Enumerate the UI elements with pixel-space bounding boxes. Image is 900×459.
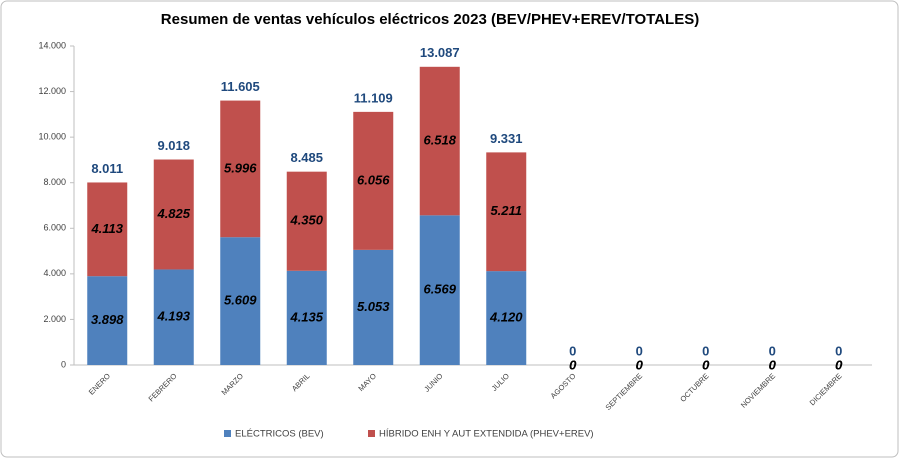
legend-swatch (368, 430, 375, 437)
segment-label: 0 (835, 357, 843, 372)
total-label: 9.018 (157, 138, 190, 153)
total-label: 11.605 (221, 79, 260, 94)
bar-segment (87, 276, 128, 365)
bar-segment (419, 66, 460, 216)
segment-label: 0 (569, 357, 577, 372)
legend-label: ELÉCTRICOS (BEV) (235, 429, 324, 440)
total-label: 0 (569, 343, 576, 358)
total-label: 13.087 (420, 45, 460, 60)
segment-label: 4.135 (289, 309, 323, 324)
total-label: 0 (769, 343, 776, 358)
segment-label: 6.518 (423, 132, 456, 147)
segment-label: 6.056 (357, 172, 390, 187)
total-label: 0 (835, 343, 842, 358)
bar-segment (353, 249, 394, 365)
segment-label: 5.996 (224, 160, 257, 175)
total-label: 11.109 (354, 90, 393, 105)
segment-label: 0 (636, 357, 644, 372)
total-label: 9.331 (490, 131, 523, 146)
total-label: 8.485 (290, 150, 323, 165)
segment-label: 4.120 (489, 309, 523, 324)
segment-label: 5.053 (357, 299, 390, 314)
bar-segment (486, 152, 527, 272)
segment-label: 0 (702, 357, 710, 372)
bar-segment (353, 111, 394, 250)
y-tick-label: 2.000 (43, 314, 66, 324)
y-tick-label: 6.000 (43, 223, 66, 233)
segment-label: 4.825 (156, 206, 190, 221)
y-tick-label: 12.000 (38, 86, 66, 96)
total-label: 0 (702, 343, 709, 358)
bar-segment (153, 159, 194, 270)
segment-label: 4.193 (156, 309, 190, 324)
y-tick-label: 8.000 (43, 177, 66, 187)
segment-label: 0 (835, 357, 843, 372)
legend-label: HÍBRIDO ENH Y AUT EXTENDIDA (PHEV+EREV) (379, 429, 594, 440)
total-label: 8.011 (91, 161, 123, 176)
bar-segment (153, 269, 194, 365)
bar-segment (87, 182, 128, 277)
total-label: 0 (636, 343, 643, 358)
chart-title: Resumen de ventas vehículos eléctricos 2… (161, 11, 699, 28)
segment-label: 3.898 (91, 312, 124, 327)
bar-segment (486, 271, 527, 365)
y-tick-label: 4.000 (43, 268, 66, 278)
y-tick-label: 0 (61, 359, 66, 369)
legend-swatch (224, 430, 231, 437)
segment-label: 4.350 (289, 213, 323, 228)
segment-label: 5.609 (224, 293, 257, 308)
y-tick-label: 10.000 (38, 132, 66, 142)
segment-label: 4.113 (90, 221, 123, 236)
bar-segment (286, 171, 327, 271)
bar-segment (419, 215, 460, 365)
segment-label: 6.569 (423, 282, 456, 297)
bar-segment (286, 270, 327, 365)
segment-label: 0 (769, 357, 777, 372)
segment-label: 0 (769, 357, 777, 372)
segment-label: 0 (569, 357, 577, 372)
y-tick-label: 14.000 (38, 40, 66, 50)
bar-segment (220, 237, 261, 365)
bar-segment (220, 100, 261, 238)
segment-label: 0 (702, 357, 710, 372)
segment-label: 5.211 (490, 203, 522, 218)
segment-label: 0 (636, 357, 644, 372)
